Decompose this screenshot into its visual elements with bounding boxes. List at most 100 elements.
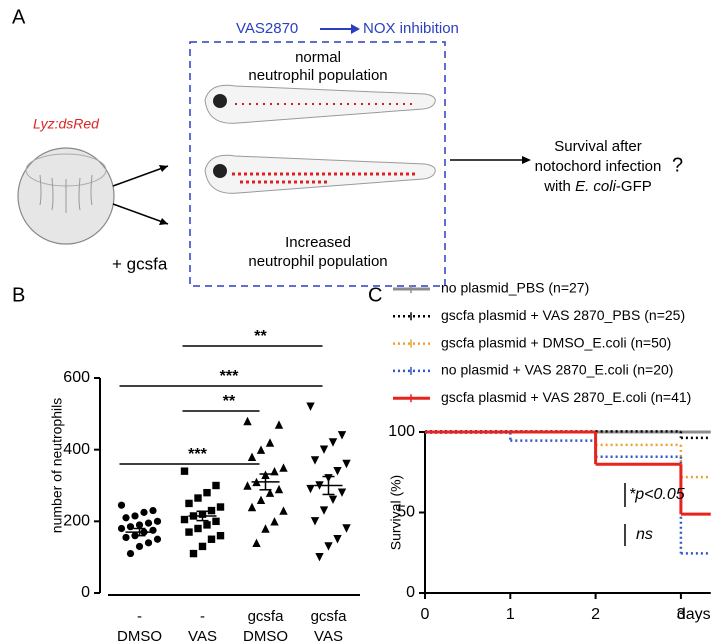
text-part: -GFP — [616, 178, 652, 195]
y-tick-label: 50 — [397, 504, 415, 521]
data-point — [194, 494, 202, 502]
y-tick-label: 0 — [81, 584, 90, 601]
data-point — [324, 542, 333, 551]
arrow-head — [159, 165, 168, 172]
legend-label: no plasmid_PBS (n=27) — [441, 280, 589, 296]
annotation: ns — [636, 526, 653, 543]
x-tick-label: DMSO — [243, 628, 288, 641]
data-point — [117, 501, 126, 509]
arrow-head — [351, 24, 360, 34]
group-label: normal — [295, 49, 341, 66]
data-point — [310, 456, 320, 465]
data-point — [270, 517, 279, 526]
data-point — [207, 535, 216, 543]
data-point — [135, 521, 144, 529]
data-point — [189, 549, 198, 558]
outcome-label: Survival after — [554, 138, 642, 155]
panel-label: A — [12, 6, 26, 28]
larva — [204, 154, 436, 194]
x-tick-label: DMSO — [117, 628, 162, 641]
x-tick-label: 1 — [506, 606, 515, 623]
legend-label: gscfa plasmid + VAS 2870_E.coli (n=41) — [441, 389, 691, 405]
panel-label: B — [12, 284, 25, 306]
data-point — [126, 549, 135, 558]
x-tick-label: gcsfa — [311, 608, 348, 625]
data-point — [216, 531, 225, 540]
data-point — [126, 523, 135, 531]
treatment-box — [189, 41, 446, 287]
question-mark: ? — [672, 154, 683, 176]
data-point — [337, 431, 347, 440]
data-point — [252, 538, 261, 548]
data-point — [180, 467, 189, 475]
data-point — [212, 481, 220, 490]
data-point — [265, 488, 275, 497]
data-point — [274, 484, 284, 494]
data-point — [306, 484, 315, 494]
x-tick-label: - — [137, 608, 142, 625]
legend-label: gscfa plasmid + DMSO_E.coli (n=50) — [441, 334, 671, 350]
data-point — [265, 438, 275, 447]
strain-label: Lyz:dsRed — [33, 116, 100, 132]
y-tick-label: 0 — [406, 584, 415, 601]
y-tick-label: 200 — [63, 513, 90, 530]
data-point — [140, 508, 148, 516]
data-point — [212, 517, 220, 526]
arrow-head — [522, 156, 531, 164]
data-point — [261, 524, 270, 533]
annotation: *p<0.05 — [629, 486, 685, 503]
data-point — [337, 488, 347, 497]
data-point — [315, 552, 324, 562]
data-point — [256, 495, 266, 505]
legend-label: gscfa plasmid + VAS 2870_PBS (n=25) — [441, 307, 685, 323]
y-tick-label: 100 — [388, 423, 415, 440]
x-tick-label: 2 — [591, 606, 600, 623]
x-tick-label: - — [200, 608, 205, 625]
data-point — [342, 459, 351, 469]
group-label: neutrophil population — [248, 67, 387, 84]
x-tick-label: gcsfa — [248, 608, 285, 625]
data-point — [216, 503, 225, 511]
arrow — [112, 165, 169, 187]
y-tick-label: 400 — [63, 441, 90, 458]
data-point — [256, 445, 266, 454]
data-point — [198, 542, 207, 551]
data-point — [328, 438, 338, 447]
x-tick-label: 3 — [676, 606, 685, 623]
data-point — [144, 519, 153, 527]
drug-label: VAS2870 — [236, 20, 298, 37]
data-point — [203, 521, 211, 529]
data-point — [279, 506, 288, 515]
data-point — [274, 420, 284, 429]
arrow — [112, 203, 169, 225]
data-point — [319, 506, 329, 515]
y-axis-label: number of neutrophils — [49, 398, 65, 533]
significance-label: *** — [188, 446, 207, 463]
data-point — [149, 506, 157, 515]
group-label: Increased — [285, 234, 351, 251]
data-point — [153, 517, 162, 525]
data-point — [153, 535, 162, 543]
data-point — [333, 466, 342, 476]
significance-label: ** — [223, 393, 236, 410]
data-point — [122, 533, 130, 542]
data-point — [185, 528, 193, 536]
group-label: neutrophil population — [248, 253, 387, 270]
data-point — [310, 517, 320, 526]
x-tick-label: VAS — [314, 628, 343, 641]
outcome-label: notochord infection — [535, 158, 662, 175]
treatment-label: + gcsfa — [112, 254, 168, 273]
data-point — [117, 524, 126, 533]
text-part: E. coli — [575, 178, 617, 195]
x-tick-label: 0 — [421, 606, 430, 623]
data-point — [243, 416, 252, 426]
data-point — [185, 499, 193, 508]
legend-label: no plasmid + VAS 2870_E.coli (n=20) — [441, 362, 673, 378]
y-tick-label: 600 — [63, 369, 90, 386]
y-axis-label: Survival (%) — [388, 475, 404, 550]
x-tick-label: VAS — [188, 628, 217, 641]
effect-label: NOX inhibition — [363, 20, 459, 37]
data-point — [342, 524, 351, 533]
data-point — [243, 481, 252, 490]
